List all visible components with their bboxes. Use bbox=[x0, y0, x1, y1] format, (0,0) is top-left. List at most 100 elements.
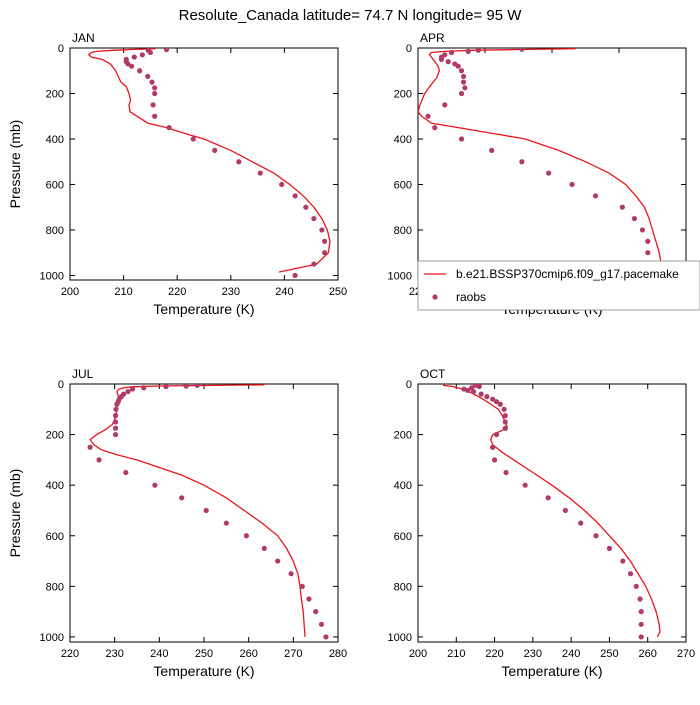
obs-point bbox=[627, 571, 634, 577]
obs-point bbox=[460, 79, 467, 85]
x-tick-label: 220 bbox=[485, 648, 503, 660]
x-tick-label: 240 bbox=[150, 648, 168, 660]
x-tick-label: 260 bbox=[639, 648, 657, 660]
plot-frame bbox=[417, 383, 687, 643]
obs-point bbox=[645, 250, 651, 256]
obs-point bbox=[545, 495, 551, 501]
panel-label: APR bbox=[420, 31, 445, 45]
y-tick-label: 400 bbox=[46, 134, 64, 146]
x-tick-label: 280 bbox=[329, 648, 347, 660]
obs-point bbox=[261, 545, 267, 552]
obs-point bbox=[125, 61, 131, 67]
legend-obs-swatch bbox=[432, 294, 438, 300]
legend-model-label: b.e21.BSSP370cmip6.f09_g17.pacemake bbox=[456, 267, 679, 281]
obs-point bbox=[546, 170, 552, 176]
obs-point bbox=[493, 431, 500, 438]
obs-point bbox=[306, 596, 312, 602]
y-tick-label: 400 bbox=[46, 480, 64, 492]
obs-point bbox=[458, 90, 465, 97]
obs-point bbox=[645, 238, 651, 244]
obs-point bbox=[292, 272, 298, 279]
model-profile-line bbox=[418, 48, 662, 279]
obs-point bbox=[502, 425, 508, 431]
y-tick-label: 0 bbox=[406, 379, 412, 391]
obs-point bbox=[87, 444, 93, 450]
x-tick-label: 240 bbox=[275, 286, 293, 298]
panel-oct: 200 210 220 230 240 250 260 270 0 200 400 600 800 100… bbox=[388, 367, 696, 679]
obs-point bbox=[490, 444, 496, 450]
x-tick-label: 220 bbox=[61, 648, 79, 660]
obs-point bbox=[497, 401, 503, 407]
obs-point bbox=[152, 482, 158, 488]
obs-point bbox=[303, 204, 309, 210]
legend-box bbox=[417, 260, 700, 311]
obs-point bbox=[112, 431, 119, 438]
obs-point bbox=[489, 147, 495, 153]
obs-point bbox=[501, 406, 507, 412]
obs-point bbox=[470, 388, 477, 395]
model-profile-line bbox=[87, 48, 331, 273]
plot-frame bbox=[69, 47, 339, 281]
obs-point bbox=[163, 384, 169, 390]
obs-point bbox=[448, 49, 455, 56]
obs-point bbox=[458, 68, 465, 74]
obs-point bbox=[592, 193, 599, 199]
x-tick-label: 210 bbox=[447, 648, 465, 660]
obs-point bbox=[292, 193, 298, 199]
obs-point bbox=[212, 147, 218, 153]
x-tick-label: 230 bbox=[222, 286, 240, 298]
obs-point bbox=[502, 419, 508, 425]
plot-frame bbox=[69, 383, 339, 643]
obs-point bbox=[279, 181, 285, 188]
obs-point bbox=[319, 227, 325, 233]
obs-point bbox=[137, 68, 143, 74]
obs-point bbox=[323, 634, 329, 640]
obs-point bbox=[152, 90, 158, 97]
y-tick-label: 800 bbox=[394, 225, 412, 237]
obs-point bbox=[578, 520, 584, 526]
obs-point bbox=[152, 85, 158, 91]
obs-point bbox=[150, 102, 156, 108]
plot-area bbox=[87, 48, 331, 279]
plot-area bbox=[87, 384, 329, 640]
obs-point bbox=[638, 634, 644, 640]
y-tick-label: 200 bbox=[46, 88, 64, 100]
obs-point bbox=[490, 396, 496, 402]
obs-point bbox=[141, 385, 147, 391]
obs-point bbox=[493, 399, 500, 405]
x-tick-label: 250 bbox=[600, 648, 618, 660]
obs-point bbox=[619, 204, 625, 210]
obs-point bbox=[223, 520, 229, 526]
obs-point bbox=[522, 482, 528, 488]
y-axis-label: Pressure (mb) bbox=[7, 469, 23, 558]
obs-point bbox=[114, 401, 120, 407]
obs-point bbox=[639, 227, 646, 233]
obs-point bbox=[562, 507, 569, 514]
obs-point bbox=[519, 48, 525, 52]
obs-point bbox=[503, 469, 509, 476]
legend-obs-label: raobs bbox=[456, 290, 486, 304]
x-tick-label: 240 bbox=[562, 648, 580, 660]
y-tick-label: 600 bbox=[394, 531, 412, 543]
obs-point bbox=[236, 159, 242, 165]
obs-point bbox=[313, 609, 319, 615]
obs-point bbox=[163, 48, 170, 53]
obs-point bbox=[442, 102, 448, 108]
obs-point bbox=[139, 52, 145, 58]
obs-point bbox=[125, 388, 131, 395]
panel-label: OCT bbox=[420, 367, 446, 381]
y-tick-label: 1000 bbox=[40, 632, 64, 644]
x-axis-label: Temperature (K) bbox=[153, 663, 254, 679]
obs-point bbox=[152, 113, 158, 119]
plot-frame bbox=[417, 47, 687, 281]
obs-point bbox=[113, 406, 119, 412]
obs-point bbox=[145, 73, 151, 80]
obs-point bbox=[318, 621, 325, 627]
obs-point bbox=[96, 457, 102, 463]
y-tick-label: 0 bbox=[58, 379, 64, 391]
y-tick-label: 800 bbox=[394, 581, 412, 593]
obs-point bbox=[166, 125, 172, 131]
y-tick-label: 1000 bbox=[388, 632, 412, 644]
panel-jan: 200 210 220 230 240 250 0 200 400 600 800 1000 JAN Te… bbox=[7, 31, 347, 317]
y-tick-label: 400 bbox=[394, 134, 412, 146]
